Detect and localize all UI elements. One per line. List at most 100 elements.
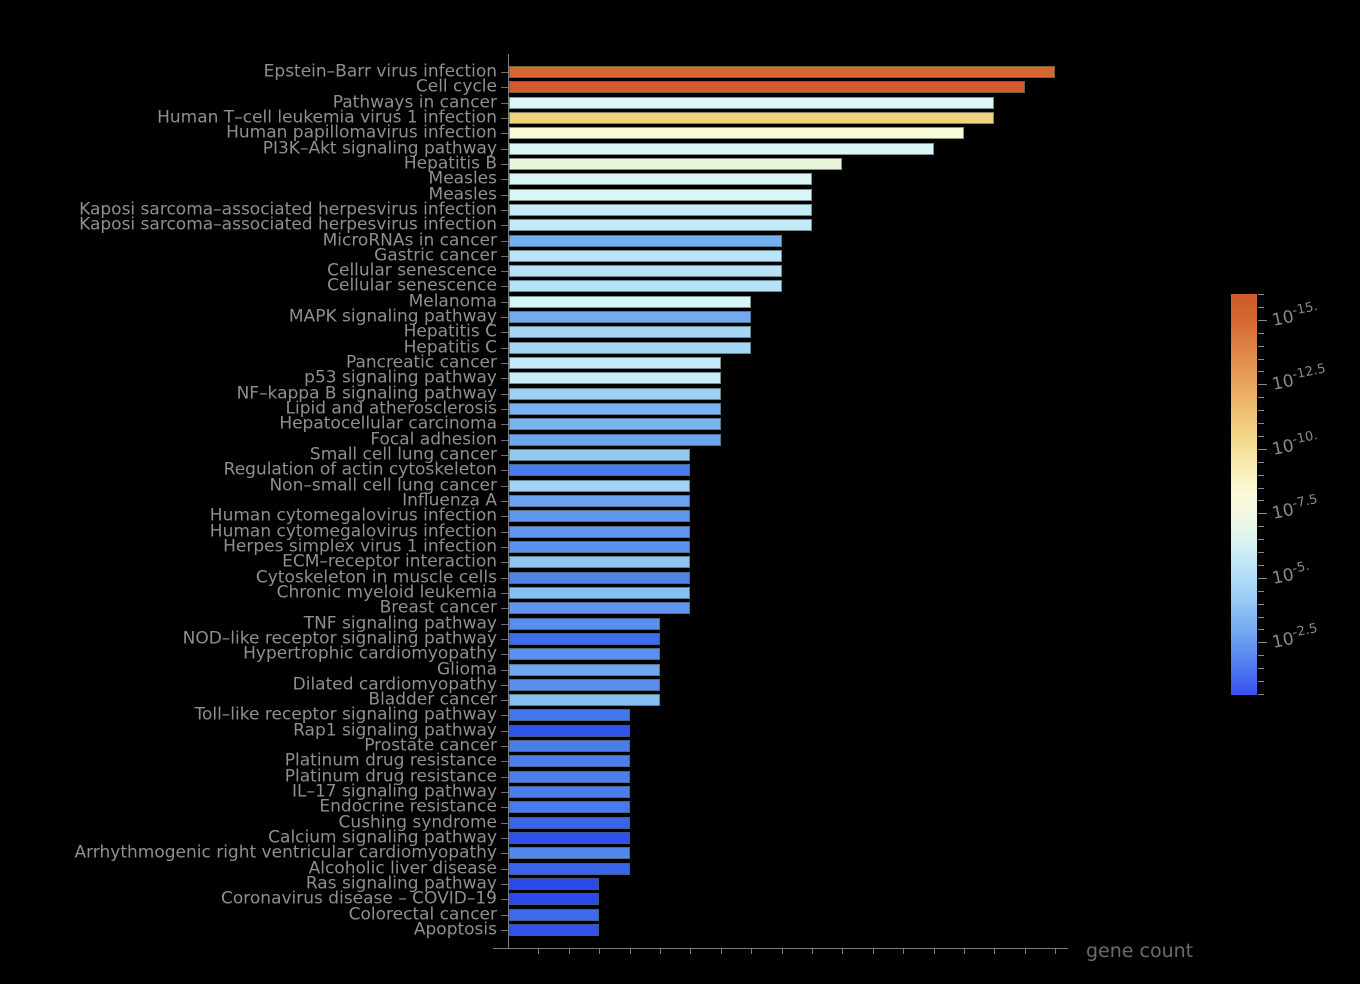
- bar: [509, 403, 721, 416]
- colorbar-tick: [1258, 629, 1264, 631]
- y-axis-label: p53 signaling pathway: [304, 367, 497, 388]
- y-axis-tick: [501, 700, 508, 702]
- y-axis-tick: [501, 286, 508, 288]
- colorbar-tick: [1258, 590, 1264, 592]
- colorbar-tick-label: 10-7.5: [1270, 492, 1319, 525]
- colorbar-tick: [1258, 693, 1264, 695]
- y-axis-tick: [501, 608, 508, 610]
- y-axis-label: Human papillomavirus infection: [226, 122, 497, 143]
- bar: [509, 173, 812, 186]
- bar: [509, 464, 691, 477]
- bar: [509, 96, 995, 109]
- colorbar-tick: [1258, 539, 1264, 541]
- y-axis-line: [508, 54, 509, 949]
- bar: [509, 816, 630, 829]
- colorbar-tick: [1258, 397, 1264, 399]
- bar: [509, 265, 782, 278]
- bar: [509, 908, 600, 921]
- x-axis-tick: [690, 949, 692, 954]
- y-axis-tick: [501, 240, 508, 242]
- y-axis-tick: [501, 929, 508, 931]
- colorbar-tick: [1258, 332, 1264, 334]
- y-axis-label: ECM–receptor interaction: [282, 551, 497, 572]
- y-axis-label: Prostate cancer: [364, 735, 497, 756]
- bar: [509, 510, 691, 523]
- colorbar-tick: [1258, 306, 1264, 308]
- y-axis-tick: [501, 914, 508, 916]
- y-axis-tick: [501, 577, 508, 579]
- bar: [509, 81, 1025, 94]
- colorbar-tick: [1258, 655, 1264, 657]
- y-axis-label: Epstein–Barr virus infection: [263, 61, 497, 82]
- y-axis-tick: [501, 225, 508, 227]
- bar: [509, 786, 630, 799]
- y-axis-label: Hepatitis C: [403, 337, 497, 358]
- y-axis-tick: [501, 455, 508, 457]
- bar: [509, 617, 660, 630]
- y-axis-label: Gastric cancer: [374, 245, 497, 266]
- y-axis-tick: [501, 332, 508, 334]
- y-axis-tick: [501, 807, 508, 809]
- bar: [509, 893, 600, 906]
- y-axis-label: Small cell lung cancer: [309, 444, 497, 465]
- bar: [509, 525, 691, 538]
- x-axis-tick: [538, 949, 540, 954]
- y-axis-label: Kaposi sarcoma–associated herpesvirus in…: [79, 199, 497, 220]
- y-axis-tick: [501, 715, 508, 717]
- colorbar-tick: [1258, 526, 1264, 528]
- y-axis-tick: [501, 117, 508, 119]
- y-axis-label: Alcoholic liver disease: [308, 858, 497, 879]
- y-axis-tick: [501, 531, 508, 533]
- bar: [509, 234, 782, 247]
- y-axis-label: NOD–like receptor signaling pathway: [182, 628, 497, 649]
- bar: [509, 847, 630, 860]
- bar: [509, 387, 721, 400]
- y-axis-label: PI3K–Akt signaling pathway: [262, 138, 497, 159]
- bar: [509, 66, 1056, 78]
- colorbar-tick: [1258, 564, 1264, 566]
- bar: [509, 878, 600, 890]
- y-axis-label: Toll–like receptor signaling pathway: [194, 704, 497, 725]
- bar: [509, 571, 691, 584]
- y-axis-label: Non–small cell lung cancer: [269, 475, 497, 496]
- y-axis-tick: [501, 592, 508, 594]
- bar: [509, 418, 721, 431]
- y-axis-tick: [501, 669, 508, 671]
- y-axis-label: Calcium signaling pathway: [268, 827, 497, 848]
- y-axis-label: Kaposi sarcoma–associated herpesvirus in…: [79, 214, 497, 235]
- colorbar-tick: [1258, 603, 1264, 605]
- colorbar-tick: [1258, 552, 1264, 553]
- y-axis-tick: [501, 317, 508, 319]
- bar: [509, 449, 691, 462]
- y-axis-label: MAPK signaling pathway: [288, 306, 497, 327]
- bar: [509, 111, 995, 124]
- colorbar-tick: [1258, 435, 1264, 437]
- x-axis-tick: [842, 949, 844, 954]
- y-axis-label: Cellular senescence: [327, 260, 497, 281]
- bar: [509, 479, 691, 492]
- bar: [509, 678, 660, 691]
- y-axis-tick: [501, 209, 508, 211]
- y-axis-label: Platinum drug resistance: [284, 750, 497, 771]
- x-axis-tick: [872, 949, 874, 954]
- x-axis-tick: [1055, 949, 1057, 954]
- y-axis-tick: [501, 623, 508, 625]
- bar: [509, 632, 660, 645]
- colorbar-tick: [1258, 358, 1264, 360]
- x-axis-tick: [933, 949, 935, 954]
- y-axis-label: IL–17 signaling pathway: [291, 781, 497, 802]
- y-axis-tick: [501, 546, 508, 548]
- bar: [509, 142, 934, 155]
- bar: [509, 694, 660, 707]
- bar: [509, 157, 843, 170]
- y-axis-tick: [501, 72, 508, 73]
- bar: [509, 923, 600, 936]
- y-axis-tick: [501, 102, 508, 104]
- bar: [509, 770, 630, 783]
- y-axis-tick: [501, 363, 508, 365]
- y-axis-tick: [501, 194, 508, 196]
- y-axis-tick: [501, 148, 508, 150]
- y-axis-label: Arrhythmogenic right ventricular cardiom…: [74, 842, 497, 863]
- y-axis-label: Influenza A: [402, 490, 497, 511]
- bar: [509, 341, 752, 354]
